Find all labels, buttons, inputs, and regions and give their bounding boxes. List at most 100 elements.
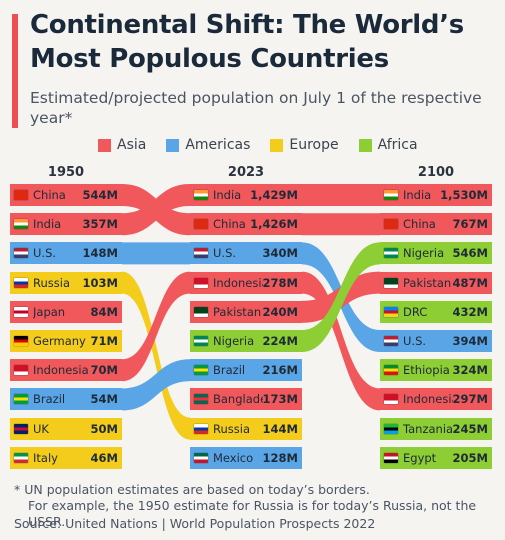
country-label: U.S. [33, 246, 57, 261]
bar-1950-russia: Russia 103M [10, 271, 122, 294]
band-us-1950-2023 [122, 242, 190, 265]
bar-2023-russia: Russia 144M [190, 417, 302, 440]
bar-2100-drc: DRC 432M [380, 300, 492, 323]
flag-icon [14, 277, 28, 288]
flag-icon [194, 190, 208, 200]
country-label: Pakistan [213, 304, 262, 319]
country-label: Japan [33, 304, 66, 319]
country-label: Nigeria [213, 334, 255, 348]
bar-1950-uk: UK 50M [10, 417, 122, 440]
population-value: 224M [262, 334, 298, 348]
flag-icon [14, 336, 28, 346]
population-value: 71M [90, 334, 118, 348]
flag-icon [384, 365, 398, 376]
country-label: Indonesia [213, 275, 263, 290]
legend-label: Asia [117, 137, 147, 153]
bar-2100-pakistan: Pakistan 487M [380, 271, 492, 294]
title-accent-bar [12, 14, 18, 128]
population-value: 245M [452, 421, 488, 436]
flag-icon [384, 423, 398, 434]
legend-swatch-americas [166, 138, 180, 152]
population-value: 340M [262, 246, 298, 261]
population-value: 324M [452, 363, 488, 378]
population-value: 216M [262, 363, 298, 378]
bar-2023-china: China 1,426M [190, 213, 302, 236]
bar-2100-tanzania: Tanzania 245M [380, 417, 492, 440]
population-value: 1,429M [250, 188, 298, 202]
flag-icon [194, 248, 208, 259]
flag-icon [14, 365, 28, 376]
footnote-line-1: * UN population estimates are based on t… [14, 482, 370, 497]
flag-icon [384, 394, 398, 405]
bar-2100-india: India 1,530M [380, 184, 492, 206]
bar-2100-egypt: Egypt 205M [380, 446, 492, 469]
bar-2023-india: India 1,429M [190, 184, 302, 206]
legend-swatch-europe [270, 138, 284, 152]
flag-icon [14, 452, 28, 463]
population-value: 84M [90, 304, 118, 319]
population-value: 767M [452, 217, 488, 232]
column-header-2100: 2100 [417, 165, 455, 180]
population-value: 278M [262, 275, 298, 290]
flag-icon [384, 248, 398, 259]
band-nigeria-2023-2100 [302, 242, 380, 352]
country-label: U.S. [213, 246, 237, 261]
flag-icon [384, 190, 398, 200]
flag-icon [384, 306, 398, 317]
chart-title: Continental Shift: The World’s Most Popu… [30, 10, 464, 74]
bar-2023-brazil: Brazil 216M [190, 359, 302, 382]
bar-2023-us: U.S. 340M [190, 242, 302, 265]
population-value: 1,530M [440, 188, 488, 202]
band-india-2023-2100 [302, 184, 380, 206]
bar-1950-indonesia: Indonesia 70M [10, 359, 122, 382]
flag-icon [14, 190, 28, 200]
band-indonesia-2023-2100 [302, 271, 380, 411]
flag-icon [384, 277, 398, 288]
country-label: Nigeria [403, 246, 445, 261]
population-value: 103M [82, 275, 118, 290]
bar-2023-bangladesh: Bangladesh173M [190, 388, 302, 411]
population-value: 50M [90, 421, 118, 436]
country-label: Indonesia [33, 363, 89, 378]
population-value: 46M [90, 450, 118, 465]
population-value: 240M [262, 304, 298, 319]
flag-icon [194, 365, 208, 376]
population-value: 205M [452, 450, 488, 465]
bar-1950-japan: Japan 84M [10, 300, 122, 323]
country-label: China [33, 188, 66, 202]
footnote-line-2: For example, the 1950 estimate for Russi… [28, 498, 477, 529]
population-value: 357M [82, 217, 118, 232]
country-label: U.S. [403, 334, 427, 348]
country-label: Italy [33, 450, 58, 465]
bar-2023-mexico: Mexico 128M [190, 446, 302, 469]
footnote: * UN population estimates are based on t… [14, 482, 505, 530]
country-label: Russia [213, 421, 250, 436]
country-label: Brazil [213, 363, 246, 378]
population-value: 173M [262, 392, 298, 407]
flag-icon [384, 452, 398, 463]
flag-icon [14, 248, 28, 259]
flag-icon [384, 336, 398, 346]
country-label: Germany [33, 334, 86, 348]
flag-icon [384, 219, 398, 230]
bar-2023-nigeria: Nigeria 224M [190, 330, 302, 352]
bar-1950-india: India 357M [10, 213, 122, 236]
population-value: 1,426M [250, 217, 298, 232]
source-note: Source: United Nations | World Populatio… [14, 516, 376, 531]
country-label: Brazil [33, 392, 66, 407]
population-value: 546M [452, 246, 488, 261]
flag-icon [194, 336, 208, 346]
population-value: 144M [262, 421, 298, 436]
flag-icon [14, 394, 28, 405]
flag-icon [194, 423, 208, 434]
population-value: 394M [452, 334, 488, 348]
band-china-2023-2100 [302, 213, 380, 236]
bar-1950-germany: Germany 71M [10, 330, 122, 352]
legend-swatch-africa [358, 138, 372, 152]
population-value: 297M [452, 392, 488, 407]
chart-subtitle: Estimated/projected population on July 1… [30, 89, 482, 127]
country-label: Russia [33, 275, 70, 290]
bar-2100-us: U.S. 394M [380, 330, 492, 352]
flag-icon [194, 452, 208, 463]
country-label: DRC [403, 304, 428, 319]
